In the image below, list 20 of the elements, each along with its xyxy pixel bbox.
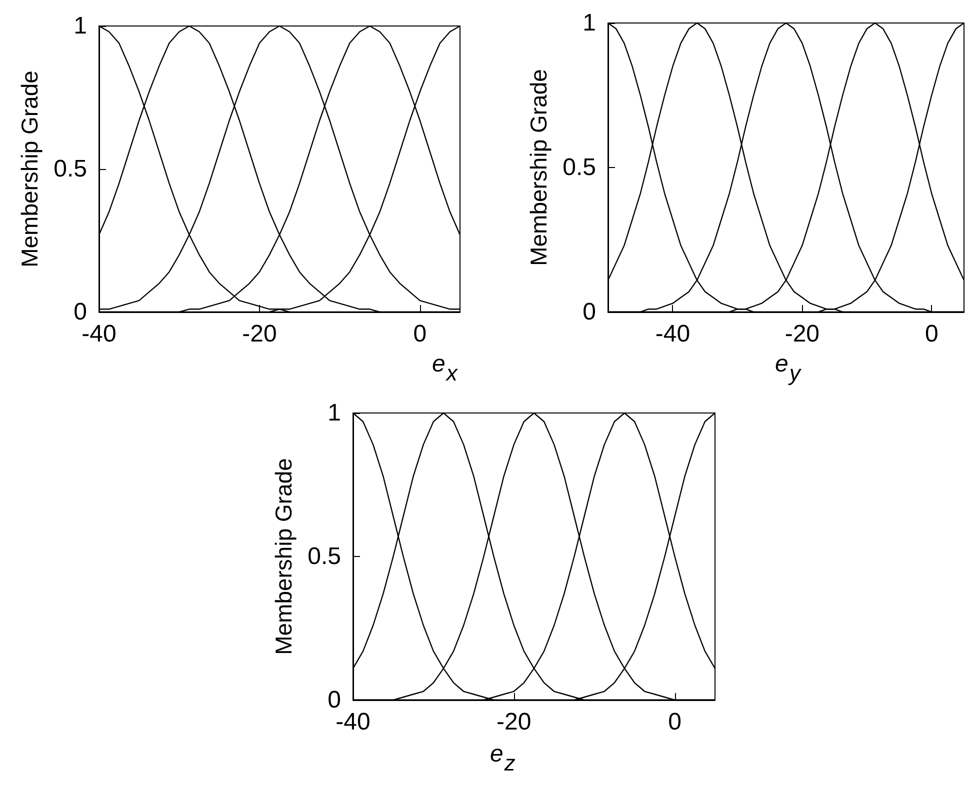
x-tick-label: -20 — [242, 320, 277, 348]
x-tick-label: -20 — [496, 708, 532, 736]
y-tick-label: 1 — [582, 10, 596, 36]
x-tick-label: 0 — [924, 320, 938, 348]
y-tick-label: 0 — [582, 298, 596, 326]
y-tick-label: 0.5 — [308, 543, 341, 570]
x-tick-label: -20 — [784, 320, 820, 348]
x-axis-title: ey — [775, 350, 802, 386]
x-tick-label: 0 — [413, 320, 427, 348]
x-tick-label: 0 — [668, 708, 682, 736]
x-axis-title: ex — [432, 350, 458, 386]
y-tick-label: 1 — [74, 12, 87, 40]
y-tick-label: 0.5 — [54, 156, 87, 182]
y-tick-label: 1 — [328, 400, 341, 426]
y-axis-title: Membership Grade — [526, 69, 552, 266]
x-axis-title: ez — [490, 740, 516, 776]
y-axis-title: Membership Grade — [16, 70, 42, 268]
y-tick-label: 0.5 — [562, 154, 596, 181]
y-axis-title: Membership Grade — [270, 458, 296, 655]
x-tick-label: -40 — [655, 320, 690, 348]
